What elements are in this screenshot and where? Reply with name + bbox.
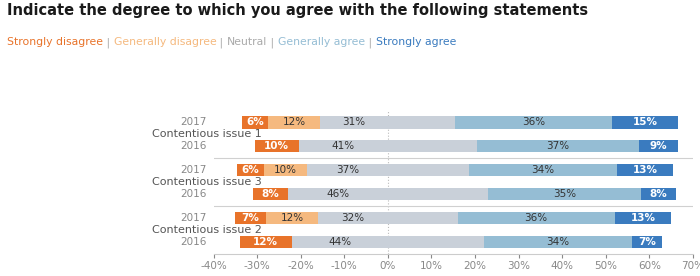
Text: Contentious issue 2: Contentious issue 2 [153, 225, 262, 235]
Bar [318, 212, 388, 224]
Bar [253, 188, 288, 200]
Text: 8%: 8% [650, 189, 667, 199]
Bar [477, 140, 638, 153]
Text: 44%: 44% [328, 237, 351, 247]
Text: |: | [267, 37, 278, 48]
Text: 37%: 37% [336, 165, 359, 175]
Text: 6%: 6% [241, 165, 260, 175]
Text: 10%: 10% [264, 141, 289, 151]
Bar [458, 212, 615, 224]
Text: 12%: 12% [281, 213, 304, 223]
Bar [388, 164, 468, 176]
Text: 2016: 2016 [181, 237, 207, 247]
Text: Strongly disagree: Strongly disagree [7, 37, 103, 47]
Bar [488, 188, 640, 200]
Text: 2016: 2016 [181, 189, 207, 199]
Text: 13%: 13% [633, 165, 657, 175]
Text: 10%: 10% [274, 165, 297, 175]
Bar [388, 212, 458, 224]
Text: 35%: 35% [553, 189, 576, 199]
Bar [255, 140, 298, 153]
Bar [268, 116, 321, 129]
Text: 36%: 36% [524, 213, 547, 223]
Text: 34%: 34% [546, 237, 569, 247]
Bar [468, 164, 617, 176]
Bar [640, 188, 676, 200]
Text: 34%: 34% [531, 165, 554, 175]
Bar [235, 212, 266, 224]
Bar [388, 188, 488, 200]
Text: 36%: 36% [522, 117, 545, 127]
Text: 9%: 9% [650, 141, 667, 151]
Text: 32%: 32% [342, 213, 365, 223]
Bar [241, 116, 268, 129]
Text: |: | [365, 37, 376, 48]
Text: Contentious issue 3: Contentious issue 3 [153, 177, 262, 187]
Bar [321, 116, 388, 129]
Text: 2017: 2017 [181, 117, 207, 127]
Text: Contentious issue 1: Contentious issue 1 [153, 129, 262, 139]
Bar [388, 116, 456, 129]
Bar [298, 140, 388, 153]
Text: 12%: 12% [283, 117, 306, 127]
Bar [388, 236, 484, 248]
Text: 31%: 31% [342, 117, 365, 127]
Text: Indicate the degree to which you agree with the following statements: Indicate the degree to which you agree w… [7, 3, 588, 18]
Text: 13%: 13% [631, 213, 655, 223]
Bar [388, 140, 477, 153]
Bar [456, 116, 612, 129]
Text: 2017: 2017 [181, 165, 207, 175]
Bar [266, 212, 318, 224]
Text: Generally disagree: Generally disagree [113, 37, 216, 47]
Text: 12%: 12% [253, 237, 279, 247]
Text: 7%: 7% [638, 237, 656, 247]
Text: 37%: 37% [546, 141, 569, 151]
Text: 2017: 2017 [181, 213, 207, 223]
Text: |: | [216, 37, 227, 48]
Bar [264, 164, 307, 176]
Text: 7%: 7% [241, 213, 260, 223]
Bar [307, 164, 388, 176]
Bar [638, 140, 678, 153]
Bar [292, 236, 388, 248]
Text: Generally agree: Generally agree [278, 37, 365, 47]
Text: 15%: 15% [633, 117, 657, 127]
Text: 41%: 41% [332, 141, 355, 151]
Bar [632, 236, 662, 248]
Text: |: | [103, 37, 113, 48]
Bar [615, 212, 671, 224]
Bar [617, 164, 673, 176]
Text: 2016: 2016 [181, 141, 207, 151]
Text: Neutral: Neutral [227, 37, 267, 47]
Bar [612, 116, 678, 129]
Text: 8%: 8% [261, 189, 279, 199]
Bar [237, 164, 264, 176]
Text: 6%: 6% [246, 117, 264, 127]
Text: 46%: 46% [326, 189, 349, 199]
Text: Strongly agree: Strongly agree [376, 37, 456, 47]
Bar [288, 188, 388, 200]
Bar [484, 236, 632, 248]
Bar [239, 236, 292, 248]
